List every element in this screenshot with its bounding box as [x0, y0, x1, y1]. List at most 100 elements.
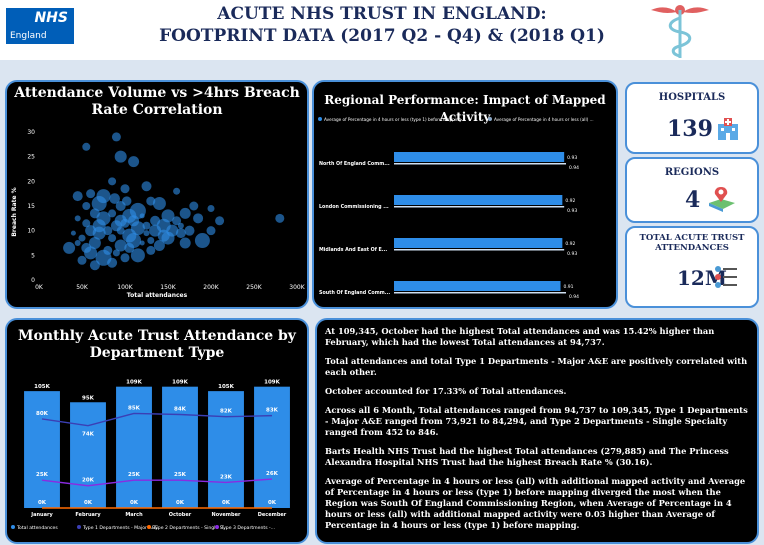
scatter-point	[152, 197, 166, 211]
monthly-line-label: 0K	[268, 500, 277, 506]
monthly-bar	[116, 386, 152, 508]
monthly-line-label: 0K	[130, 500, 139, 506]
scatter-point	[114, 150, 127, 163]
scatter-point	[175, 228, 186, 239]
scatter-y-tick: 5	[31, 252, 35, 259]
scatter-panel: Attendance Volume vs >4hrs Breach Rate C…	[5, 80, 309, 309]
header-bar: NHS England ACUTE NHS TRUST IN ENGLAND: …	[0, 0, 764, 60]
scatter-point	[77, 255, 87, 265]
scatter-point	[92, 226, 106, 240]
scatter-point	[153, 239, 165, 251]
scatter-point	[120, 218, 130, 228]
regional-value-label: 0.94	[569, 294, 579, 300]
scatter-point	[120, 184, 130, 194]
monthly-line	[41, 478, 273, 487]
scatter-y-tick: 20	[27, 178, 35, 185]
scatter-point	[108, 177, 117, 186]
caduceus-icon	[651, 5, 709, 58]
scatter-chart: Breach Rate % Total attendances 0 5 10 15 20…	[11, 129, 306, 299]
monthly-legend-marker	[147, 525, 151, 529]
scatter-point	[207, 204, 215, 212]
scatter-y-tick: 25	[27, 154, 35, 161]
scatter-point	[275, 213, 285, 223]
kpi-attendances-card: TOTAL ACUTE TRUST ATTENDANCES 12M	[625, 226, 759, 308]
regional-value-label: 0.93	[567, 208, 577, 214]
insights-panel: At 109,345, October had the highest Tota…	[315, 318, 759, 544]
nhs-england-logo: NHS England	[6, 8, 74, 44]
monthly-x-tick: December	[258, 512, 287, 518]
regional-bar	[394, 163, 566, 165]
monthly-bar-label: 109K	[126, 380, 142, 386]
regional-chart: Average of Percentage in 4 hours or less…	[318, 117, 594, 300]
kpi-hospitals-card: HOSPITALS 139	[625, 82, 759, 154]
regional-bar	[394, 206, 565, 208]
monthly-legend-marker	[11, 525, 15, 529]
monthly-bar-label: 109K	[264, 380, 280, 386]
scatter-point	[179, 237, 191, 249]
monthly-line-label: 84K	[174, 407, 187, 413]
scatter-point	[193, 213, 204, 224]
scatter-point	[88, 237, 101, 249]
regional-legend-label: Average of Percentage in 4 hours or less…	[494, 117, 594, 122]
scatter-point	[147, 237, 155, 245]
kpi-regions-value: 4	[685, 187, 701, 213]
monthly-bar	[24, 391, 60, 508]
monthly-bar-label: 105K	[34, 384, 50, 390]
scatter-point	[215, 216, 225, 226]
scatter-point	[116, 226, 125, 235]
scatter-point	[114, 239, 127, 252]
scatter-y-tick: 30	[27, 129, 35, 136]
monthly-line-label: 0K	[222, 500, 231, 506]
regional-bar	[394, 152, 565, 162]
checklist-icon	[715, 266, 737, 288]
scatter-point	[63, 241, 76, 254]
regional-bar	[394, 292, 566, 294]
monthly-bar-label: 95K	[82, 395, 95, 401]
monthly-line-label: 85K	[128, 405, 141, 411]
scatter-point	[109, 193, 120, 204]
monthly-legend-label: Type 3 Departments -...	[220, 525, 275, 531]
monthly-line-label: 23K	[220, 474, 233, 480]
scatter-point	[82, 142, 91, 151]
scatter-y-tick: 0	[31, 277, 35, 284]
monthly-line-label: 83K	[266, 408, 279, 414]
insight-text: Barts Health NHS Trust had the highest T…	[325, 446, 729, 467]
regional-value-label: 0.94	[569, 165, 579, 171]
scatter-point	[108, 209, 117, 218]
monthly-legend-marker	[77, 525, 81, 529]
monthly-bar-label: 105K	[218, 384, 234, 390]
scatter-point	[146, 245, 156, 255]
scatter-x-tick: 100K	[117, 284, 133, 291]
regional-value-label: 0.92	[565, 198, 575, 204]
scatter-point	[78, 234, 86, 242]
scatter-point	[115, 201, 126, 211]
scatter-point	[89, 260, 100, 271]
regional-category-label: North Of England Comm...	[319, 161, 390, 167]
scatter-point	[108, 234, 117, 243]
monthly-x-tick: November	[212, 512, 241, 518]
regional-panel: Regional Performance: Impact of Mapped A…	[312, 80, 618, 309]
scatter-y-tick: 10	[27, 228, 35, 235]
scatter-point	[172, 216, 182, 226]
insight-text: Average of Percentage in 4 hours or less…	[325, 476, 746, 530]
scatter-x-tick: 200K	[203, 284, 219, 291]
scatter-point	[139, 240, 145, 246]
monthly-chart: 105K January 95K February 109K March 109K Octob…	[11, 380, 290, 531]
scatter-point	[84, 246, 98, 260]
insight-text: Total attendances and total Type 1 Depar…	[325, 356, 748, 377]
regional-value-label: 0.93	[567, 155, 577, 161]
scatter-point	[107, 257, 118, 268]
hospital-icon	[718, 118, 738, 140]
scatter-point	[82, 219, 91, 228]
regional-bar	[394, 238, 563, 248]
scatter-x-tick: 150K	[160, 284, 176, 291]
scatter-point	[74, 215, 81, 222]
monthly-legend-label: Total attendances	[16, 525, 58, 531]
monthly-bar-label: 109K	[172, 380, 188, 386]
insight-text: Across all 6 Month, Total attendances ra…	[325, 405, 748, 437]
insight-text: October accounted for 17.33% of Total at…	[325, 386, 567, 396]
monthly-line-label: 26K	[266, 471, 279, 477]
regional-title: Regional Performance: Impact of Mapped A…	[324, 93, 606, 124]
regional-value-label: 0.92	[565, 241, 575, 247]
monthly-legend-label: Type 1 Departments - Major A&E	[82, 525, 158, 531]
